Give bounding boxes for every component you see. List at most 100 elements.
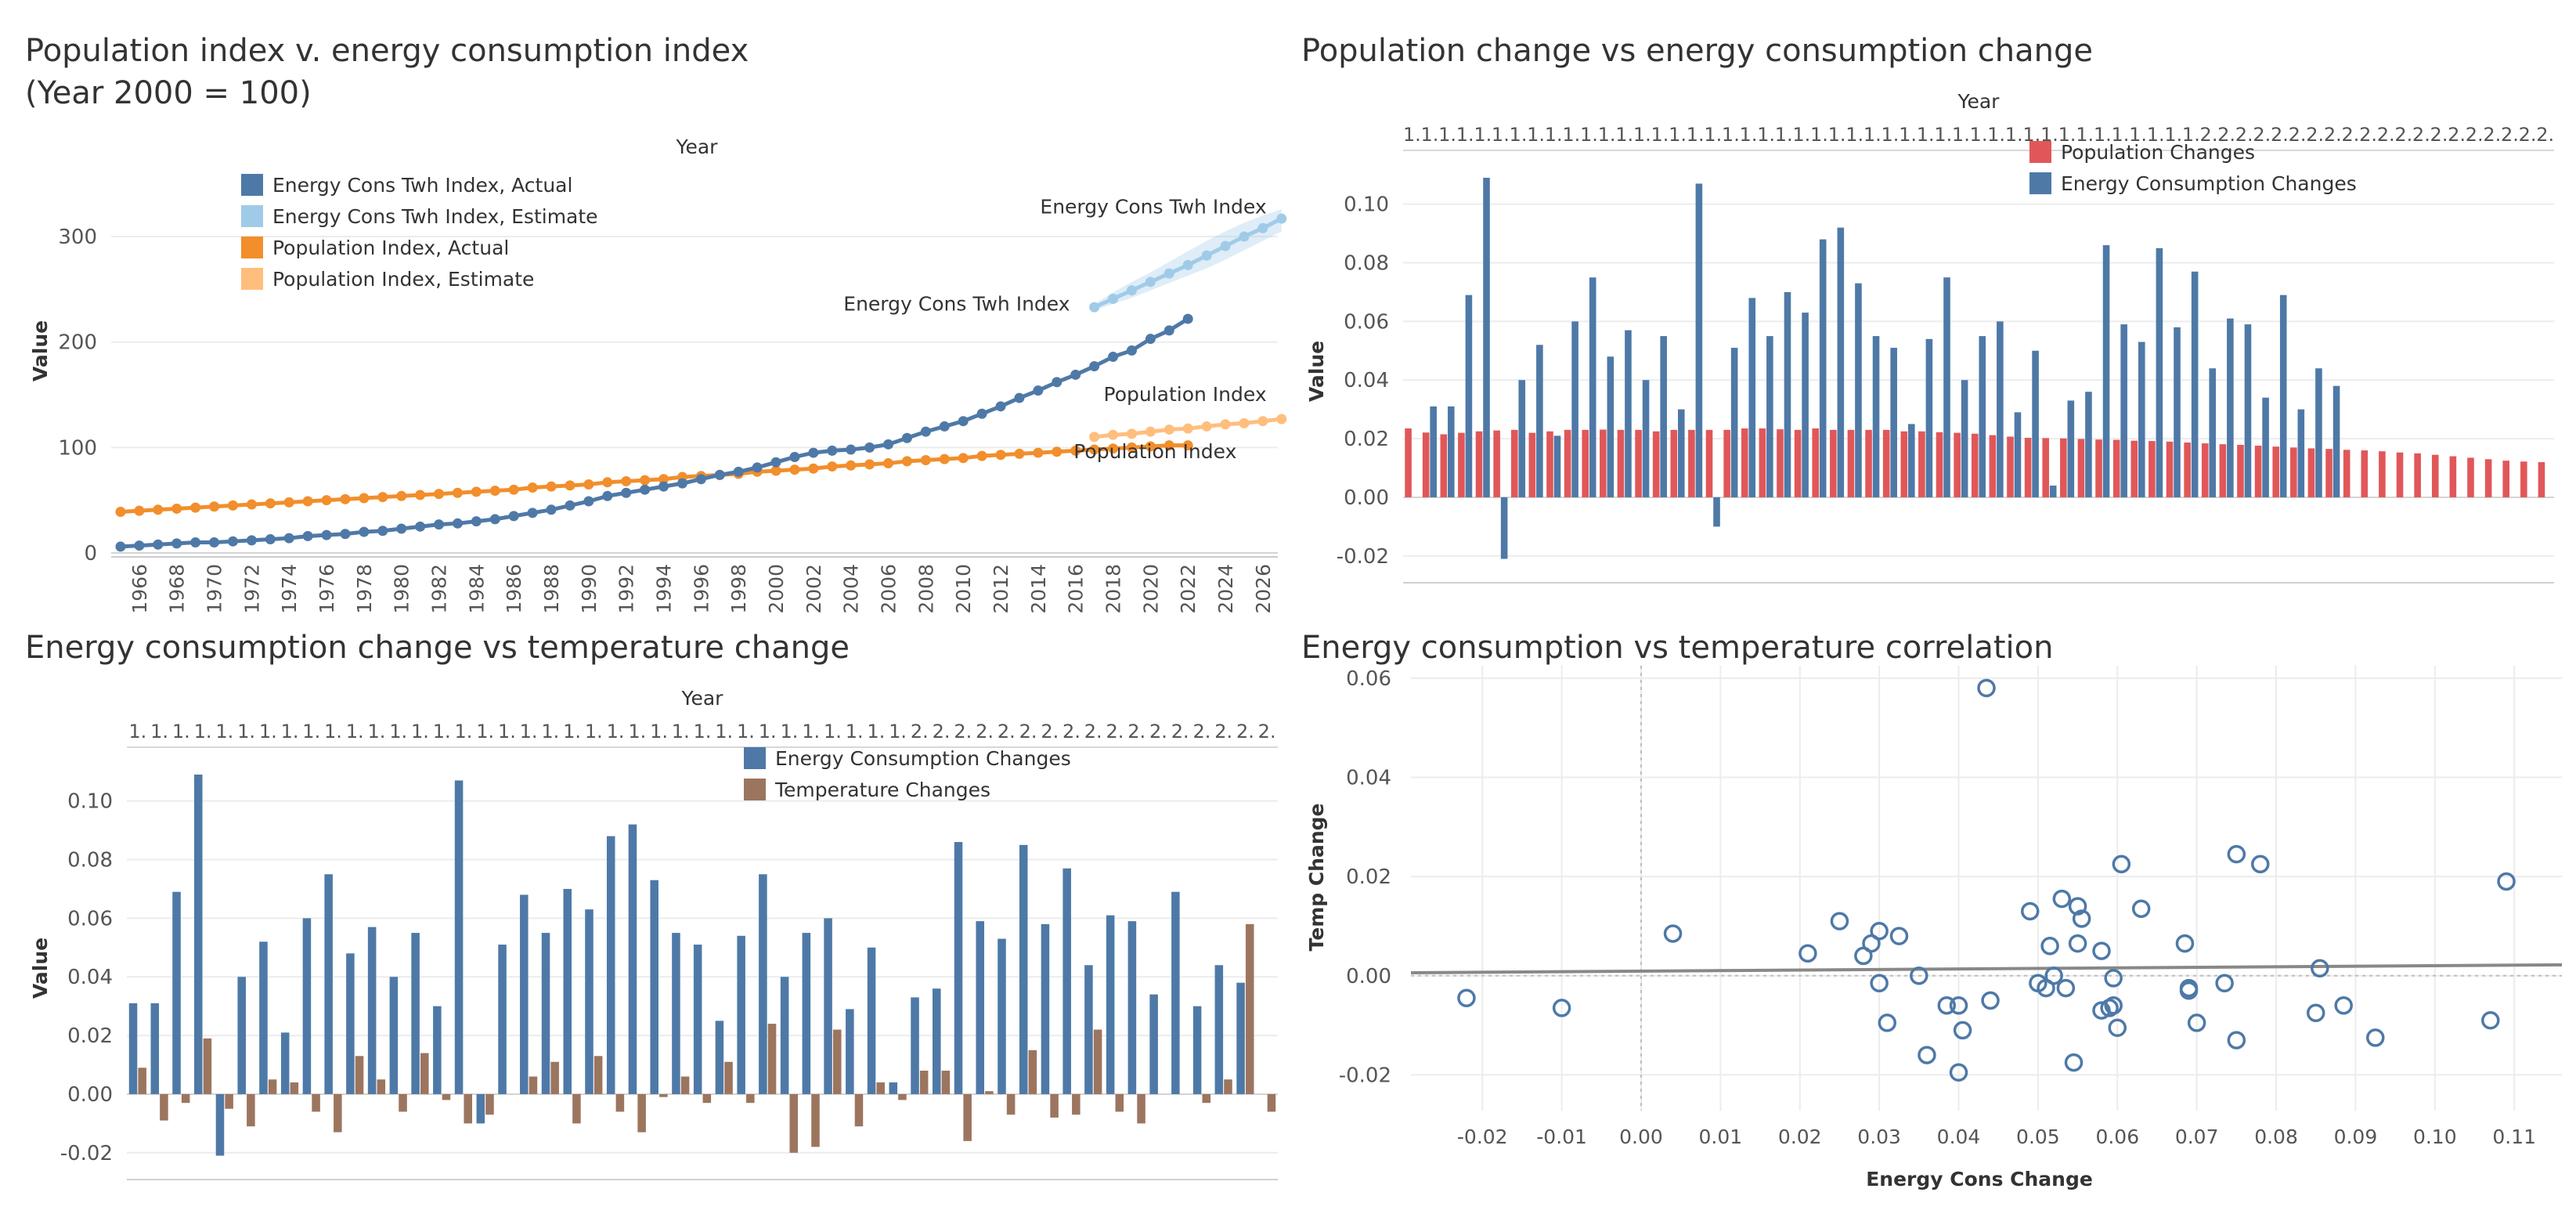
bar [976,921,985,1094]
legend-swatch [2029,141,2051,163]
bar [1695,183,1703,497]
data-point [1164,424,1174,435]
bar [672,933,680,1094]
bar [1171,891,1180,1094]
data-point [1164,268,1174,279]
bar [2272,446,2280,497]
legend-label: Population Changes [2061,141,2255,164]
data-point [789,451,800,462]
scatter-point [1981,991,2000,1010]
data-point [901,456,912,467]
bar [377,1079,386,1094]
data-point [770,465,781,476]
scatter-point [1977,678,1996,698]
x-tick-label: 1968 [166,564,189,614]
bar [780,977,789,1094]
bar [1475,431,1483,497]
bar [2290,447,2297,497]
bar [2244,324,2252,497]
bar [1245,923,1254,1094]
data-point [153,539,164,550]
data-point [489,514,500,525]
panel-title-line: Energy consumption vs temperature correl… [1301,630,2054,666]
x-tick-label: 2000 [765,564,788,614]
category-label: 2. [1019,721,1037,742]
bar [1546,431,1553,497]
x-tick-label: 2026 [1252,564,1275,614]
data-point [1145,334,1156,345]
scatter-point [2052,889,2072,909]
data-point [976,450,987,461]
bar [1127,921,1137,1094]
bar [411,933,420,1094]
category-label: 1. [128,721,146,742]
legend-label: Temperature Changes [774,779,990,801]
y-tick-label: 0 [84,542,97,565]
bar [433,1006,442,1094]
data-point [1276,414,1287,425]
bar [1447,406,1455,497]
bar [1936,432,1943,497]
data-point [489,486,500,497]
panel-title-line: Energy consumption change vs temperature… [25,630,850,666]
data-point [695,474,706,485]
data-point [995,450,1006,461]
data-point [359,493,370,504]
data-point [1052,446,1063,457]
data-point [883,458,894,469]
category-label: 1. [607,721,625,742]
y-axis-label: Value [29,938,52,999]
category-label: 1. [2164,124,2182,146]
bar [1766,336,1773,497]
scatter-point [1953,1021,1972,1040]
bar [1458,432,1465,497]
x-tick-label: 0.02 [1778,1125,1822,1148]
data-point [546,504,557,515]
data-point [1033,447,1044,458]
bar [724,1061,733,1094]
bar [1063,868,1071,1094]
category-label: 1. [585,721,603,742]
scatter-point [2056,978,2076,998]
scatter-point [2100,999,2119,1017]
bar [2077,439,2085,497]
bar [889,1082,898,1094]
data-point [827,461,838,472]
legend-swatch [744,779,766,800]
y-tick-label: 0.00 [67,1083,113,1107]
data-point [396,523,407,534]
category-label: 2. [998,721,1016,742]
x-tick-label: 1980 [391,564,413,614]
data-point [1089,444,1100,455]
category-label: 1. [628,721,646,742]
x-tick-label: 2012 [990,564,1012,614]
bar [454,780,464,1094]
bar [1652,431,1660,497]
y-tick-label: 100 [58,436,97,460]
category-label: 2. [2271,124,2289,146]
trend-line [1410,963,2563,974]
bar [399,1093,407,1112]
bar [2332,385,2340,497]
x-tick-label: 0.08 [2254,1125,2298,1148]
bar [541,933,550,1094]
data-point [508,511,519,522]
data-point [396,490,407,501]
header-year-label: Year [681,687,724,710]
scatter-point [1937,996,1957,1015]
data-point [1108,293,1119,304]
data-point [340,493,351,504]
bar [302,918,312,1094]
bar [203,1038,212,1094]
data-point [452,487,463,498]
x-tick-label: 2004 [840,564,863,614]
category-label: 1. [324,721,342,742]
scatter-point [1949,1063,1968,1082]
data-point [321,529,332,540]
category-label: 1. [1775,124,1793,146]
bar [367,927,377,1094]
x-tick-label: 2010 [952,564,975,614]
x-tick-label: 0.11 [2492,1125,2536,1148]
panel-title-line: Population change vs energy consumption … [1301,33,2094,69]
